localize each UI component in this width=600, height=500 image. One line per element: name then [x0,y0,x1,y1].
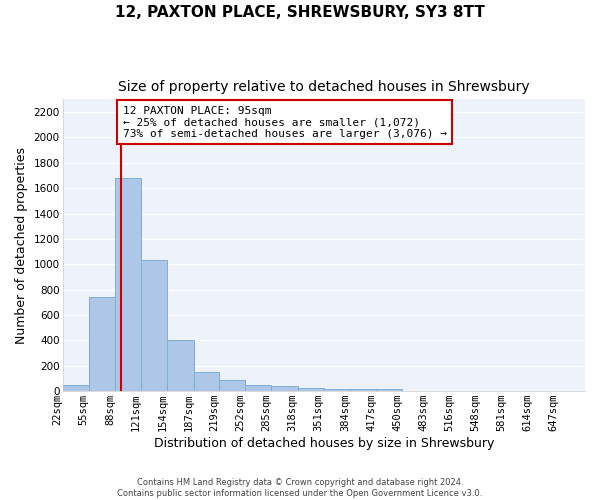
Bar [89,298,115,391]
Y-axis label: Number of detached properties: Number of detached properties [15,147,28,344]
Bar [194,372,219,391]
Text: Contains HM Land Registry data © Crown copyright and database right 2024.
Contai: Contains HM Land Registry data © Crown c… [118,478,482,498]
Bar [324,389,350,391]
Bar [141,260,167,391]
Text: 12, PAXTON PLACE, SHREWSBURY, SY3 8TT: 12, PAXTON PLACE, SHREWSBURY, SY3 8TT [115,5,485,20]
X-axis label: Distribution of detached houses by size in Shrewsbury: Distribution of detached houses by size … [154,437,494,450]
Bar [245,385,271,391]
Text: 12 PAXTON PLACE: 95sqm
← 25% of detached houses are smaller (1,072)
73% of semi-: 12 PAXTON PLACE: 95sqm ← 25% of detached… [123,106,447,139]
Bar [271,386,298,391]
Bar [115,178,141,391]
Bar [167,340,194,391]
Bar [298,388,324,391]
Bar [376,389,403,391]
Bar [62,385,89,391]
Bar [350,389,376,391]
Title: Size of property relative to detached houses in Shrewsbury: Size of property relative to detached ho… [118,80,530,94]
Bar [219,380,245,391]
